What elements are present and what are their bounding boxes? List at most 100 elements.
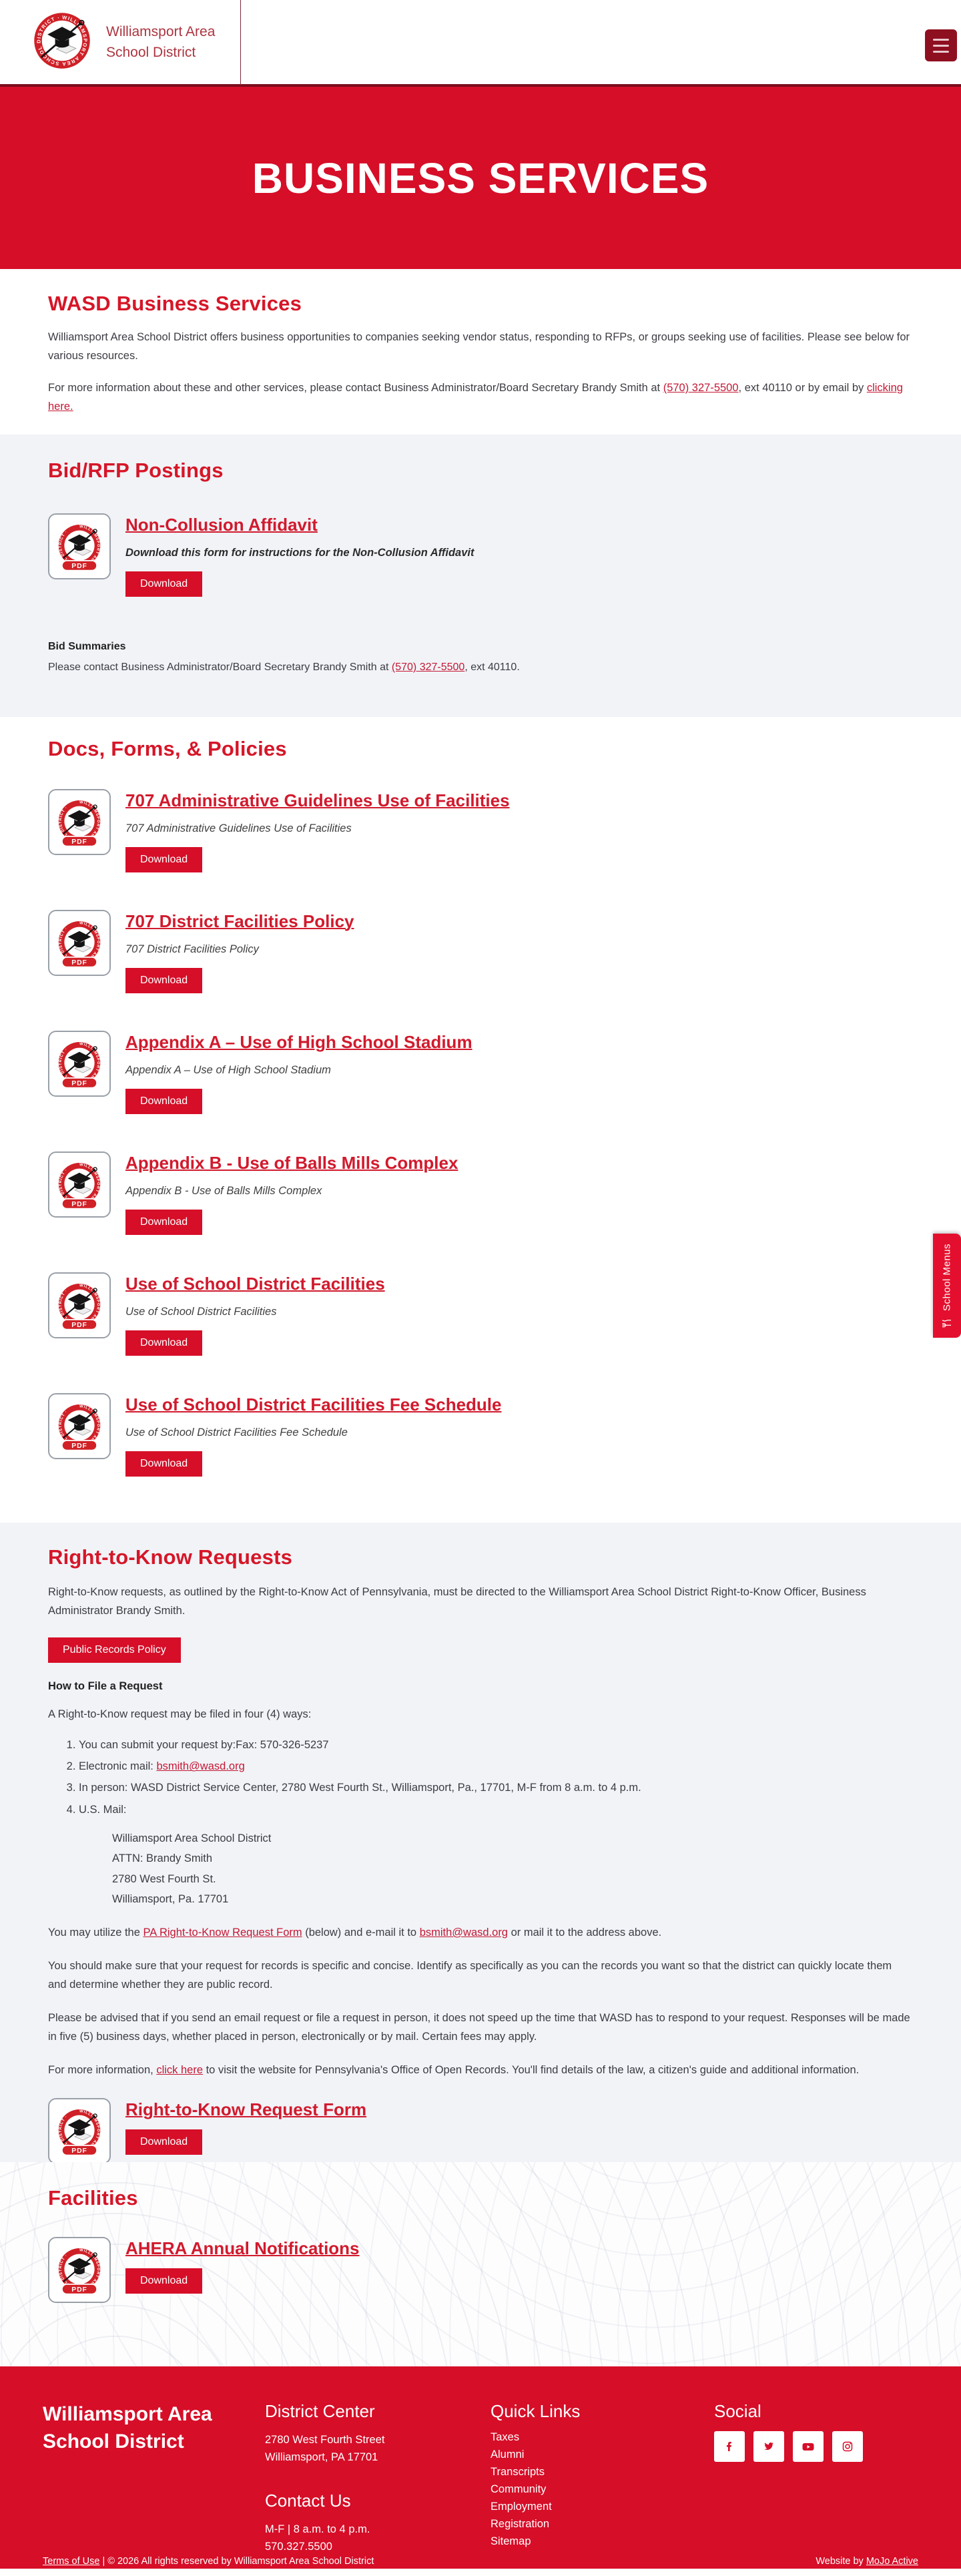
footer-credit-text: Website by (816, 2555, 866, 2567)
download-button[interactable]: Download (125, 847, 203, 873)
footer-contact-phone: 570.327.5500 (265, 2541, 332, 2553)
rtk-specific-paragraph: You should make sure that your request f… (48, 1959, 892, 1991)
footer-brand: Williamsport Area School District (43, 2401, 265, 2556)
hamburger-menu-icon[interactable] (925, 29, 957, 61)
doc-title-link[interactable]: Use of School District Facilities (125, 1274, 385, 1294)
doc-subtitle: Appendix B - Use of Balls Mills Complex (125, 1185, 322, 1198)
list-item: Electronic mail: bsmith@wasd.org (79, 1756, 913, 1777)
footer-link-transcripts[interactable]: Transcripts (491, 2466, 545, 2478)
twitter-icon[interactable] (753, 2431, 784, 2462)
doc-title-link[interactable]: AHERA Annual Notifications (125, 2238, 360, 2258)
footer-social-heading: Social (714, 2401, 761, 2421)
phone-link[interactable]: (570) 327-5500 (663, 382, 739, 395)
email-link[interactable]: bsmith@wasd.org (419, 1926, 508, 1939)
download-button[interactable]: Download (125, 1330, 203, 1356)
doc-subtitle: 707 Administrative Guidelines Use of Fac… (125, 822, 352, 834)
address-line: ATTN: Brandy Smith (112, 1852, 213, 1865)
public-records-policy-button[interactable]: Public Records Policy (48, 1637, 181, 1663)
footer-credit: Website by MoJo Active (816, 2556, 918, 2567)
doc-title-link[interactable]: Appendix A – Use of High School Stadium (125, 1032, 472, 1053)
pdf-file-icon: WILLIAMSPORT AREA SCHOOL DISTRICT ·PDF (48, 1272, 111, 1339)
svg-text:PDF: PDF (71, 2286, 87, 2294)
doc-title-link[interactable]: Use of School District Facilities Fee Sc… (125, 1394, 502, 1415)
download-button[interactable]: Download (125, 2129, 203, 2155)
intro-paragraph-1: Williamsport Area School District offers… (48, 331, 910, 362)
pdf-file-icon: WILLIAMSPORT AREA SCHOOL DISTRICT ·PDF (48, 2237, 111, 2303)
doc-title-link[interactable]: 707 District Facilities Policy (125, 911, 354, 932)
doc-title-link[interactable]: 707 Administrative Guidelines Use of Fac… (125, 790, 510, 810)
mailing-address: Williamsport Area School District ATTN: … (112, 1828, 913, 1910)
district-crest-logo: WILLIAMSPORT AREA SCHOOL DISTRICT · (30, 9, 94, 76)
rtk-utilize-paragraph: You may utilize the PA Right-to-Know Req… (48, 1923, 913, 1942)
email-link[interactable]: bsmith@wasd.org (156, 1760, 245, 1773)
doc-subtitle: Use of School District Facilities (125, 1306, 277, 1318)
svg-text:PDF: PDF (71, 1443, 87, 1450)
svg-text:PDF: PDF (71, 1080, 87, 1087)
email-link[interactable]: clicking here. (48, 382, 903, 413)
pa-rtk-form-link[interactable]: PA Right-to-Know Request Form (143, 1926, 302, 1939)
download-button[interactable]: Download (125, 571, 203, 597)
text: You may utilize the (48, 1926, 143, 1939)
doc-title-link[interactable]: Appendix B - Use of Balls Mills Complex (125, 1153, 458, 1174)
school-menus-label: School Menus (941, 1243, 953, 1312)
svg-text:PDF: PDF (71, 1201, 87, 1208)
svg-text:PDF: PDF (71, 838, 87, 846)
footer-quick-links: Quick Links Taxes Alumni Transcripts Com… (491, 2401, 714, 2556)
svg-text:PDF: PDF (71, 563, 87, 570)
intro-p2-text: For more information about these and oth… (48, 382, 663, 395)
footer-link-community[interactable]: Community (491, 2483, 547, 2495)
doc-title-link[interactable]: Right-to-Know Request Form (125, 2099, 367, 2120)
footer-contact-hours: M-F | 8 a.m. to 4 p.m. (265, 2523, 370, 2535)
facilities-section: Facilities WILLIAMSPORT AREA SCHOOL DIST… (0, 2162, 961, 2366)
header-divider (240, 0, 242, 85)
intro-paragraph-2: For more information about these and oth… (48, 378, 913, 416)
bid-summaries: Bid Summaries Please contact Business Ad… (48, 641, 913, 676)
open-records-link[interactable]: click here (156, 2064, 204, 2077)
footer-district-center-heading: District Center (265, 2401, 375, 2421)
doc-item: WILLIAMSPORT AREA SCHOOL DISTRICT ·PDF 7… (48, 789, 913, 873)
doc-subtitle: Download this form for instructions for … (125, 547, 474, 559)
bid-summaries-text: Please contact Business Administrator/Bo… (48, 658, 913, 676)
text: (below) and e-mail it to (302, 1926, 420, 1939)
intro-p2-mid: , ext 40110 or by email by (738, 382, 867, 395)
address-line: Williamsport, Pa. 17701 (112, 1893, 229, 1906)
footer-link-registration[interactable]: Registration (491, 2518, 550, 2530)
page-title: BUSINESS SERVICES (252, 154, 709, 202)
footer-link-employment[interactable]: Employment (491, 2501, 552, 2513)
pdf-file-icon: WILLIAMSPORT AREA SCHOOL DISTRICT ·PDF (48, 1393, 111, 1460)
rtk-heading: Right-to-Know Requests (48, 1545, 293, 1569)
doc-item: WILLIAMSPORT AREA SCHOOL DISTRICT ·PDF 7… (48, 910, 913, 994)
mojo-active-link[interactable]: MoJo Active (866, 2555, 918, 2567)
footer-link-sitemap[interactable]: Sitemap (491, 2535, 531, 2547)
facebook-icon[interactable] (714, 2431, 745, 2462)
pdf-file-icon: WILLIAMSPORT AREA SCHOOL DISTRICT ·PDF (48, 910, 111, 977)
download-button[interactable]: Download (125, 968, 203, 994)
phone-link[interactable]: (570) 327-5500 (391, 662, 465, 674)
footer-link-taxes[interactable]: Taxes (491, 2431, 520, 2443)
docs-forms-section: Docs, Forms, & Policies WILLIAMSPORT ARE… (0, 717, 961, 1523)
rtk-ways-list: You can submit your request by:Fax: 570-… (48, 1734, 913, 1820)
right-to-know-section: Right-to-Know Requests Right-to-Know req… (0, 1523, 961, 2162)
doc-item: WILLIAMSPORT AREA SCHOOL DISTRICT ·PDF A… (48, 1151, 913, 1236)
list-item-text: Electronic mail: (79, 1760, 157, 1773)
footer-brand-line1: Williamsport Area (43, 2403, 212, 2425)
download-button[interactable]: Download (125, 1451, 203, 1477)
hero-banner: BUSINESS SERVICES (0, 87, 961, 269)
rtk-more-info-paragraph: For more information, click here to visi… (48, 2061, 913, 2079)
district-name-line1: Williamsport Area (106, 23, 216, 39)
doc-title-link[interactable]: Non-Collusion Affidavit (125, 515, 318, 535)
download-button[interactable]: Download (125, 2268, 203, 2294)
terms-of-use-link[interactable]: Terms of Use (43, 2555, 100, 2567)
docs-heading: Docs, Forms, & Policies (48, 737, 287, 760)
download-button[interactable]: Download (125, 1210, 203, 1236)
youtube-icon[interactable] (793, 2431, 824, 2462)
svg-text:PDF: PDF (71, 2147, 87, 2155)
download-button[interactable]: Download (125, 1089, 203, 1115)
bid-summaries-heading: Bid Summaries (48, 641, 126, 653)
address-line: 2780 West Fourth St. (112, 1872, 216, 1885)
instagram-icon[interactable] (832, 2431, 863, 2462)
school-menus-tab[interactable]: School Menus (933, 1234, 961, 1338)
doc-subtitle: 707 District Facilities Policy (125, 943, 259, 956)
footer-link-alumni[interactable]: Alumni (491, 2449, 525, 2461)
fork-knife-icon (942, 1320, 952, 1328)
